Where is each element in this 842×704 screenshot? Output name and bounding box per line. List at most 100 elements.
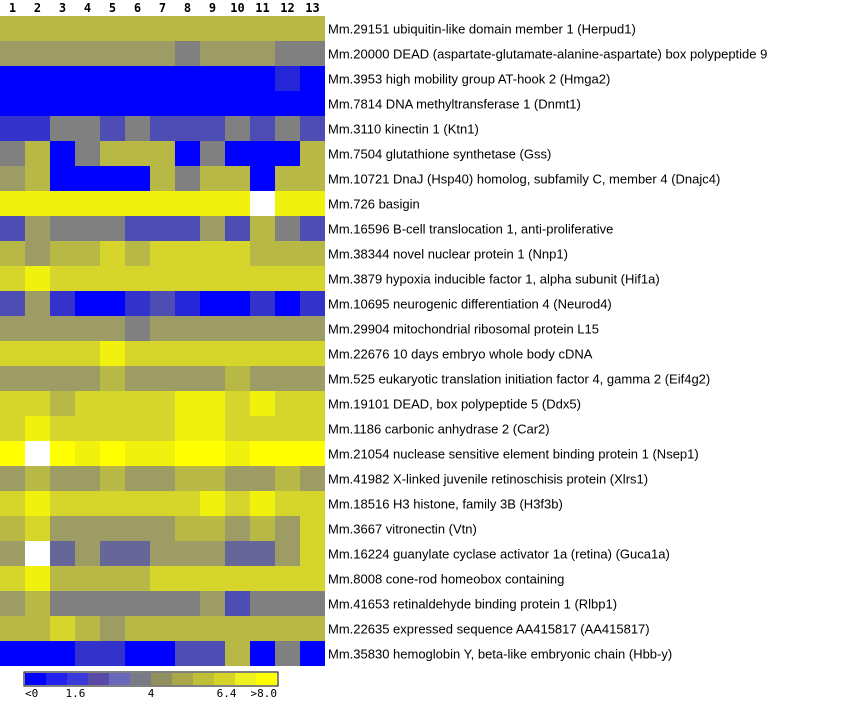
heatmap-cell — [250, 91, 275, 116]
heatmap-cell — [300, 391, 325, 416]
row-label: Mm.3953 high mobility group AT-hook 2 (H… — [328, 72, 610, 87]
heatmap-cell — [150, 391, 175, 416]
heatmap-cell — [0, 291, 25, 316]
heatmap-cell — [275, 66, 300, 91]
heatmap-cell — [75, 166, 100, 191]
heatmap-cell — [50, 466, 75, 491]
heatmap-cell — [300, 316, 325, 341]
heatmap-cell — [100, 191, 125, 216]
heatmap-cell — [250, 466, 275, 491]
heatmap-cell — [75, 316, 100, 341]
heatmap-cell — [275, 166, 300, 191]
row-label: Mm.3667 vitronectin (Vtn) — [328, 522, 477, 537]
heatmap-cell — [100, 266, 125, 291]
heatmap-cell — [50, 316, 75, 341]
heatmap-cell — [300, 541, 325, 566]
heatmap-cell — [100, 466, 125, 491]
heatmap-cell — [25, 216, 50, 241]
heatmap-cell — [100, 391, 125, 416]
heatmap-cell — [300, 566, 325, 591]
row-label: Mm.38344 novel nuclear protein 1 (Nnp1) — [328, 247, 568, 262]
column-label-13: 13 — [305, 1, 319, 15]
heatmap-cell — [175, 591, 200, 616]
heatmap-cell — [200, 216, 225, 241]
heatmap-cell — [100, 641, 125, 666]
heatmap-cell — [275, 541, 300, 566]
column-label-7: 7 — [159, 1, 166, 15]
column-label-3: 3 — [59, 1, 66, 15]
heatmap-cell — [275, 566, 300, 591]
heatmap-cell — [75, 266, 100, 291]
heatmap-cell — [300, 591, 325, 616]
heatmap-cell — [125, 166, 150, 191]
heatmap-cell — [200, 366, 225, 391]
heatmap-cell — [175, 641, 200, 666]
heatmap-cell — [100, 16, 125, 41]
color-scale-tick-label: 4 — [148, 687, 155, 700]
heatmap-cell — [300, 41, 325, 66]
heatmap-cell — [125, 266, 150, 291]
heatmap-cell — [225, 541, 250, 566]
heatmap-cell — [125, 216, 150, 241]
heatmap-cell — [200, 641, 225, 666]
heatmap-cell — [200, 191, 225, 216]
heatmap-cell — [225, 116, 250, 141]
heatmap-cell — [275, 466, 300, 491]
heatmap-cell — [150, 466, 175, 491]
heatmap-cell — [75, 116, 100, 141]
heatmap-cell — [50, 291, 75, 316]
heatmap-cell — [275, 116, 300, 141]
heatmap-cell — [25, 291, 50, 316]
heatmap-cell — [300, 166, 325, 191]
row-label: Mm.22676 10 days embryo whole body cDNA — [328, 347, 593, 362]
row-label: Mm.41982 X-linked juvenile retinoschisis… — [328, 472, 648, 487]
heatmap-cell — [275, 391, 300, 416]
column-label-9: 9 — [209, 1, 216, 15]
heatmap-cell — [225, 66, 250, 91]
heatmap-cell — [75, 416, 100, 441]
heatmap-cell — [0, 541, 25, 566]
heatmap-cell — [250, 616, 275, 641]
heatmap-cell — [25, 466, 50, 491]
heatmap-cell — [175, 241, 200, 266]
heatmap-cell — [25, 341, 50, 366]
heatmap-cell — [300, 416, 325, 441]
heatmap-cell — [225, 616, 250, 641]
heatmap-cell — [250, 516, 275, 541]
heatmap-cell — [75, 641, 100, 666]
column-label-12: 12 — [280, 1, 294, 15]
color-scale-swatch — [25, 673, 46, 685]
heatmap-cell — [75, 16, 100, 41]
color-scale-swatch — [214, 673, 235, 685]
heatmap-cell — [275, 191, 300, 216]
heatmap-cell — [200, 466, 225, 491]
heatmap-cell — [250, 241, 275, 266]
heatmap-cell — [275, 216, 300, 241]
heatmap-cell — [200, 566, 225, 591]
heatmap-cell — [250, 441, 275, 466]
heatmap-cell — [300, 216, 325, 241]
row-label: Mm.16224 guanylate cyclase activator 1a … — [328, 547, 670, 562]
heatmap-cell — [300, 116, 325, 141]
heatmap-cell — [25, 491, 50, 516]
heatmap-cell — [100, 366, 125, 391]
heatmap-cell — [50, 241, 75, 266]
heatmap-cell — [75, 466, 100, 491]
heatmap-cell — [250, 66, 275, 91]
heatmap-cell — [75, 591, 100, 616]
heatmap-cell — [225, 391, 250, 416]
heatmap-cell — [300, 266, 325, 291]
heatmap-cell — [175, 116, 200, 141]
heatmap-cell — [50, 591, 75, 616]
heatmap-cell — [150, 516, 175, 541]
heatmap-cell — [250, 341, 275, 366]
heatmap-cell — [225, 216, 250, 241]
heatmap-cell — [250, 591, 275, 616]
heatmap-cell — [250, 641, 275, 666]
heatmap-cell — [25, 541, 50, 566]
heatmap-cell — [25, 66, 50, 91]
heatmap-cell — [100, 541, 125, 566]
heatmap-cell — [250, 141, 275, 166]
row-label: Mm.1186 carbonic anhydrase 2 (Car2) — [328, 422, 550, 437]
heatmap-cell — [100, 241, 125, 266]
